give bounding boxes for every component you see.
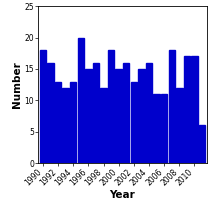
Bar: [184, 56, 190, 163]
Bar: [85, 69, 92, 163]
Bar: [191, 56, 198, 163]
Bar: [100, 88, 107, 163]
Bar: [93, 63, 99, 163]
Y-axis label: Number: Number: [12, 61, 22, 108]
Bar: [115, 69, 122, 163]
X-axis label: Year: Year: [110, 190, 135, 200]
Bar: [108, 50, 114, 163]
Bar: [138, 69, 145, 163]
Bar: [168, 50, 175, 163]
Bar: [131, 82, 137, 163]
Bar: [47, 63, 54, 163]
Bar: [123, 63, 130, 163]
Bar: [161, 94, 167, 163]
Bar: [40, 50, 46, 163]
Bar: [62, 88, 69, 163]
Bar: [146, 63, 152, 163]
Bar: [153, 94, 160, 163]
Bar: [70, 82, 76, 163]
Bar: [78, 38, 84, 163]
Bar: [176, 88, 183, 163]
Bar: [55, 82, 61, 163]
Bar: [199, 125, 205, 163]
